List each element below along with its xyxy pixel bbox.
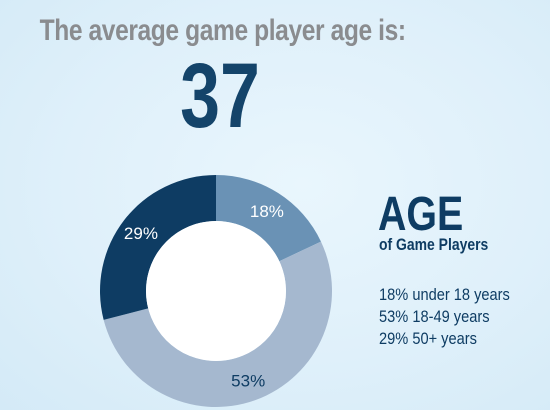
donut-slice-label-1: 53% [231, 371, 265, 390]
donut-slice-0 [216, 175, 321, 262]
legend-item-50-plus: 29% 50+ years [379, 329, 477, 348]
donut-slice-1 [103, 241, 333, 407]
average-age-number: 37 [180, 45, 260, 147]
donut-center [146, 221, 286, 361]
legend-item-under-18: 18% under 18 years [379, 285, 510, 304]
donut-slice-label-2: 29% [124, 224, 158, 243]
donut-slice-label-0: 18% [250, 202, 284, 221]
legend-title: AGE [378, 188, 464, 241]
legend-item-18-49: 53% 18-49 years [379, 307, 490, 326]
donut-slice-2 [100, 175, 216, 320]
legend-subtitle: of Game Players [379, 235, 489, 254]
headline: The average game player age is: [39, 14, 406, 47]
legend-list: 18% under 18 years 53% 18-49 years 29% 5… [379, 284, 510, 350]
